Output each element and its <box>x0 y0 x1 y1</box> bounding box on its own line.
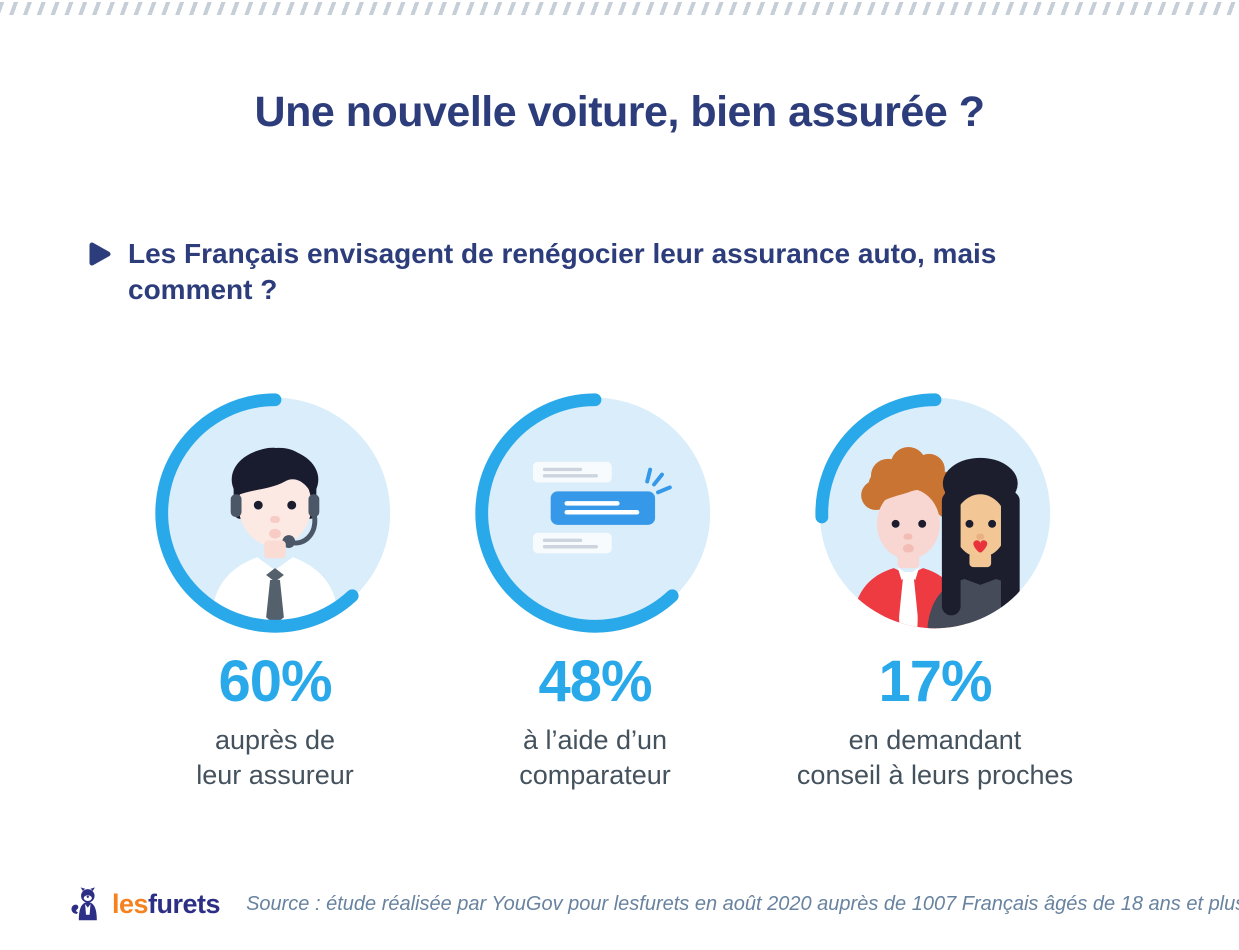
stat-card-proches: 17% en demandant conseil à leurs proches <box>760 385 1110 792</box>
stat-card-comparateur: 48% à l’aide d’un comparateur <box>435 385 755 792</box>
support-agent-figure <box>211 447 339 625</box>
click-spark-icon <box>645 467 672 495</box>
page-title: Une nouvelle voiture, bien assurée ? <box>254 88 985 136</box>
percent-value: 17% <box>878 649 992 714</box>
support-agent-icon <box>155 393 391 633</box>
comparator-chat-icon <box>475 393 711 633</box>
play-bullet-icon <box>88 241 112 272</box>
two-people-icon <box>815 393 1051 629</box>
stat-label: à l’aide d’un comparateur <box>519 725 671 790</box>
source-text: Source : étude réalisée par YouGov pour … <box>246 892 1239 915</box>
logo-wordmark: lesfurets <box>112 888 221 920</box>
logo-text-les: les <box>112 888 149 919</box>
stat-label: auprès de leur assureur <box>196 725 354 790</box>
stat-label: en demandant conseil à leurs proches <box>796 725 1074 790</box>
top-hatch-border <box>0 2 1239 15</box>
percent-value: 48% <box>538 649 652 714</box>
percent-value: 60% <box>218 649 332 714</box>
intro-text: Les Français envisagent de renégocier le… <box>128 238 997 305</box>
comparator-rows <box>532 461 672 554</box>
lesfurets-logo: lesfurets <box>68 886 221 922</box>
stat-card-assureur: 60% auprès de leur assureur <box>115 385 435 792</box>
ferret-mascot-icon <box>71 887 97 921</box>
intro-block: Les Français envisagent de renégocier le… <box>88 236 1098 308</box>
footer: lesfurets Source : étude réalisée par Yo… <box>68 886 1239 922</box>
logo-text-furets: furets <box>148 888 221 919</box>
